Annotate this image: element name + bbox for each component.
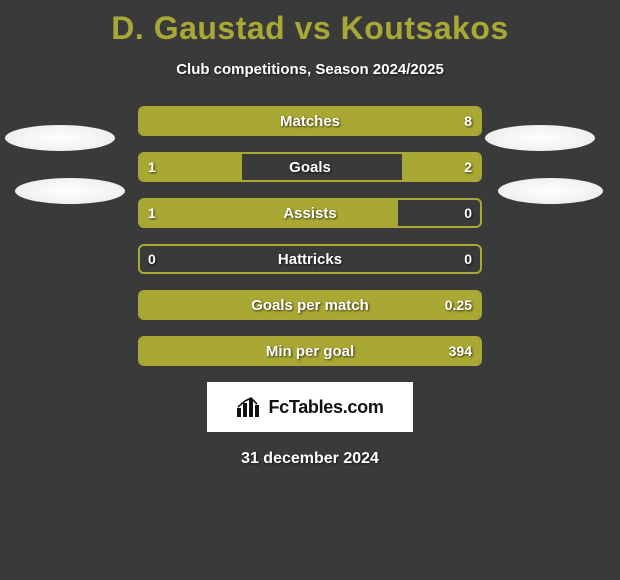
comparison-row: Min per goal394 (138, 336, 482, 366)
bar-right-fill (402, 154, 480, 180)
brand-logo: FcTables.com (207, 382, 413, 432)
comparison-row: Assists10 (138, 198, 482, 228)
comparison-row: Hattricks00 (138, 244, 482, 274)
avatar-placeholder (5, 125, 115, 151)
bar-track (138, 244, 482, 274)
bar-track (138, 336, 482, 366)
bar-left-fill (140, 200, 398, 226)
bar-track (138, 106, 482, 136)
avatar-placeholder (485, 125, 595, 151)
page-title: D. Gaustad vs Koutsakos (0, 0, 620, 47)
bar-track (138, 152, 482, 182)
date-text: 31 december 2024 (0, 450, 620, 468)
subtitle: Club competitions, Season 2024/2025 (0, 61, 620, 78)
brand-text: FcTables.com (268, 397, 383, 418)
bar-right-fill (140, 338, 480, 364)
bar-right-fill (140, 108, 480, 134)
comparison-row: Goals per match0.25 (138, 290, 482, 320)
bars-icon (236, 396, 262, 418)
bar-track (138, 198, 482, 228)
comparison-row: Matches8 (138, 106, 482, 136)
bar-track (138, 290, 482, 320)
bar-right-fill (140, 292, 480, 318)
bar-left-fill (140, 154, 242, 180)
avatar-placeholder (15, 178, 125, 204)
avatar-placeholder (498, 178, 603, 204)
comparison-row: Goals12 (138, 152, 482, 182)
